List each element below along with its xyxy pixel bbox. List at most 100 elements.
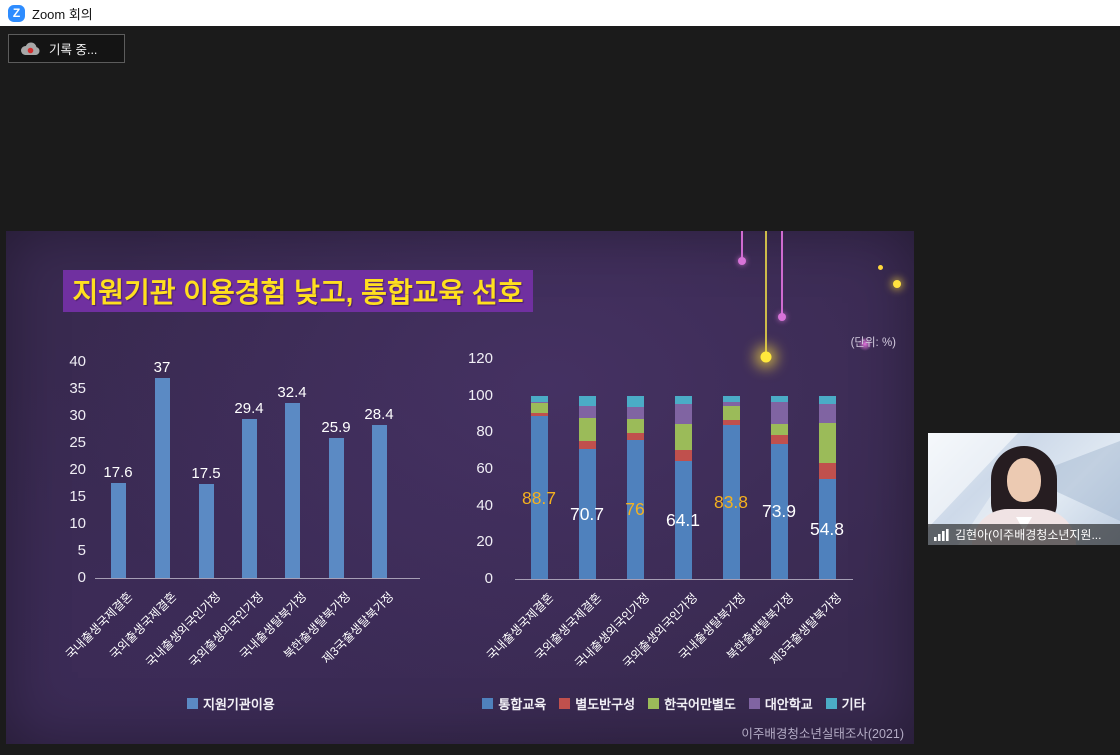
bar xyxy=(284,403,300,578)
bar-segment-대안학교 xyxy=(578,405,596,418)
recording-label: 기록 중... xyxy=(49,43,98,57)
bar xyxy=(371,424,387,578)
window-title-bar: Z Zoom 회의 xyxy=(0,0,1120,26)
bar-chart-support-agency-usage: 0 5 10 15 20 25 30 35 40 17.6 국내출생국제결혼 37 국외출생국제결혼 17… xyxy=(6,231,914,744)
bar-segment-대안학교 xyxy=(674,403,692,424)
legend-swatch-icon xyxy=(748,698,760,709)
bar-value-label: 76 xyxy=(625,499,645,520)
bar-segment-한국어만별도 xyxy=(674,423,692,450)
bar xyxy=(328,438,344,578)
bar-segment-별도반구성 xyxy=(818,463,836,479)
unit-label: (단위: %) xyxy=(850,337,896,349)
bar-segment-한국어만별도 xyxy=(530,403,548,413)
bar-segment-통합교육 xyxy=(626,439,644,579)
bar-segment-통합교육 xyxy=(530,416,548,579)
y-axis-tick-label: 25 xyxy=(69,434,86,451)
legend-item: 한국어만별도 xyxy=(648,694,736,713)
bar-segment-기타 xyxy=(818,395,836,404)
bar-value-label: 54.8 xyxy=(809,518,845,539)
bar-segment-기타 xyxy=(722,395,740,403)
bar-segment-통합교육 xyxy=(578,449,596,579)
y-axis-tick-label: 40 xyxy=(69,353,86,370)
legend-label: 지원기관이용 xyxy=(203,697,275,712)
bar-value-label: 25.9 xyxy=(321,419,351,437)
legend-item: 지원기관이용 xyxy=(187,694,275,713)
bar-segment-한국어만별도 xyxy=(818,423,836,464)
y-axis-tick-label: 0 xyxy=(77,569,86,586)
bar xyxy=(110,482,126,578)
bar-segment-대안학교 xyxy=(770,402,788,425)
participant-name: 김현아(이주배경청소년지원... xyxy=(955,528,1102,542)
bar-segment-대안학교 xyxy=(530,402,548,403)
bar-segment-통합교육 xyxy=(674,461,692,579)
bar-segment-한국어만별도 xyxy=(626,418,644,434)
bar-segment-대안학교 xyxy=(818,403,836,424)
bar xyxy=(198,483,214,578)
bar-segment-기타 xyxy=(578,395,596,406)
bar-value-label: 83.8 xyxy=(713,492,749,513)
bar-segment-통합교육 xyxy=(770,443,788,579)
bar-segment-한국어만별도 xyxy=(722,406,740,420)
y-axis-tick-label: 20 xyxy=(69,461,86,478)
bar-segment-별도반구성 xyxy=(770,435,788,444)
recording-indicator-button[interactable]: 기록 중... xyxy=(8,34,125,63)
bar-segment-통합교육 xyxy=(818,478,836,579)
bar-segment-별도반구성 xyxy=(722,419,740,426)
y-axis-tick-label: 100 xyxy=(467,386,493,404)
y-axis-tick-label: 35 xyxy=(69,380,86,397)
bar xyxy=(241,419,257,578)
legend-swatch-icon xyxy=(825,698,837,709)
bar-segment-기타 xyxy=(530,395,548,403)
legend-label: 대안학교 xyxy=(764,697,813,712)
bar-segment-통합교육 xyxy=(722,425,740,579)
bar-segment-대안학교 xyxy=(626,406,644,419)
zoom-logo-icon: Z xyxy=(8,4,25,22)
bar-segment-별도반구성 xyxy=(626,433,644,440)
legend-swatch-icon xyxy=(187,698,198,709)
y-axis-tick-label: 40 xyxy=(476,496,493,514)
legend-label: 한국어만별도 xyxy=(664,697,736,712)
participant-nameplate: 김현아(이주배경청소년지원... xyxy=(928,524,1120,545)
y-axis-tick-label: 80 xyxy=(476,423,493,441)
bar xyxy=(154,378,170,578)
y-axis-tick-label: 15 xyxy=(69,488,86,505)
bar-segment-기타 xyxy=(626,395,644,407)
signal-bars-icon xyxy=(934,528,949,541)
legend-label: 별도반구성 xyxy=(575,697,636,712)
bar-segment-별도반구성 xyxy=(578,440,596,450)
hanging-light-decoration xyxy=(738,231,746,265)
legend-item: 통합교육 xyxy=(482,694,546,713)
chart-legend: 통합교육 별도반구성 한국어만별도 대안학교 기타 xyxy=(474,694,874,713)
bar-value-label: 29.4 xyxy=(234,400,264,418)
shared-screen-slide: 지원기관 이용경험 낮고, 통합교육 선호 (단위: %) 0 5 10 15 20 25… xyxy=(6,231,914,744)
bar-value-label: 64.1 xyxy=(665,510,701,531)
bar-value-label: 70.7 xyxy=(569,504,605,525)
legend-item: 대안학교 xyxy=(748,694,813,713)
chart-legend: 지원기관이용 xyxy=(187,694,275,713)
y-axis-tick-label: 0 xyxy=(484,570,493,587)
hanging-light-decoration xyxy=(760,231,772,363)
participant-video-tile[interactable]: 김현아(이주배경청소년지원... xyxy=(928,433,1120,545)
bar-value-label: 17.6 xyxy=(103,463,133,481)
bar-value-label: 37 xyxy=(153,359,171,377)
bar-value-label: 73.9 xyxy=(761,501,797,522)
record-cloud-icon xyxy=(21,42,40,55)
y-axis-tick-label: 5 xyxy=(77,542,86,559)
y-axis-tick-label: 10 xyxy=(69,515,86,532)
x-axis-line xyxy=(95,578,420,579)
legend-item: 기타 xyxy=(825,694,866,713)
bar-segment-대안학교 xyxy=(722,402,740,407)
spark-decoration xyxy=(878,265,883,270)
spark-decoration xyxy=(893,280,901,288)
bar-segment-한국어만별도 xyxy=(770,424,788,436)
x-axis-line xyxy=(515,579,853,580)
stacked-bar-chart-education-preference: 0 20 40 60 80 100 120 88.7 국내출생국제결혼 70.7 국외출생국제결혼 7… xyxy=(6,231,914,744)
y-axis-tick-label: 20 xyxy=(476,533,493,551)
legend-label: 통합교육 xyxy=(498,697,547,712)
window-title: Zoom 회의 xyxy=(32,6,93,22)
y-axis-tick-label: 60 xyxy=(476,460,493,477)
bar-segment-별도반구성 xyxy=(674,449,692,462)
legend-swatch-icon xyxy=(482,698,494,709)
legend-swatch-icon xyxy=(648,698,660,709)
